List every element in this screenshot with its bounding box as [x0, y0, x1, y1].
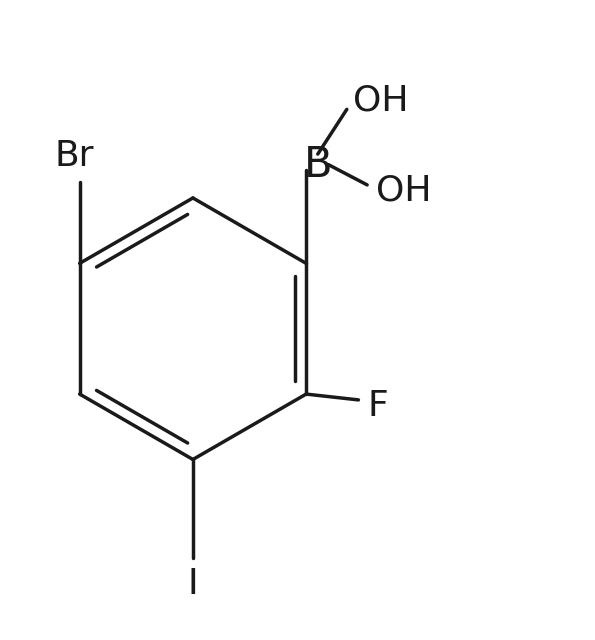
Text: Br: Br [54, 140, 93, 173]
Text: I: I [187, 567, 198, 601]
Text: F: F [367, 388, 388, 422]
Text: OH: OH [353, 84, 408, 118]
Text: B: B [303, 143, 332, 186]
Text: OH: OH [376, 173, 431, 208]
